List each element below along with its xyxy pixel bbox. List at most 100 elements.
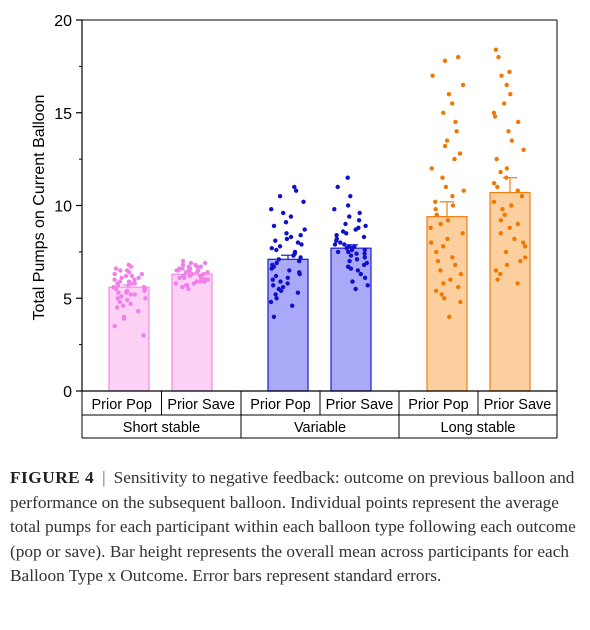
data-point	[191, 281, 197, 286]
data-point	[119, 294, 124, 299]
data-point	[269, 246, 274, 251]
data-point	[201, 271, 206, 277]
figure-label: FIGURE 4	[10, 468, 95, 487]
data-point	[177, 275, 182, 280]
data-point	[521, 147, 526, 152]
data-point	[438, 221, 443, 227]
data-point	[346, 249, 351, 255]
figure-separator: |	[102, 468, 106, 487]
data-point	[442, 58, 448, 63]
data-point	[450, 101, 455, 106]
data-point	[198, 264, 203, 269]
data-point	[112, 323, 117, 329]
data-point	[495, 184, 500, 190]
data-point	[127, 270, 132, 275]
data-point	[460, 231, 465, 236]
data-point	[142, 288, 147, 293]
data-point	[287, 268, 292, 273]
data-point	[350, 279, 355, 284]
data-point	[180, 284, 185, 290]
data-point	[288, 234, 294, 240]
data-point	[509, 203, 514, 208]
data-point	[439, 292, 444, 297]
x-group-label: Variable	[294, 420, 346, 436]
data-point	[447, 314, 452, 319]
data-point	[173, 281, 178, 286]
data-point	[298, 233, 303, 238]
data-point	[278, 279, 283, 284]
data-point	[143, 296, 148, 301]
data-point	[515, 188, 520, 193]
data-point	[344, 246, 349, 251]
data-point	[121, 303, 126, 308]
data-point	[442, 296, 447, 301]
data-point	[195, 264, 200, 269]
data-point	[498, 218, 504, 223]
x-group-label: Long stable	[441, 420, 516, 436]
data-point	[450, 255, 455, 260]
data-point	[348, 194, 353, 199]
data-point	[433, 199, 438, 204]
y-tick-label: 10	[54, 199, 72, 216]
data-point	[188, 260, 194, 266]
data-point	[345, 203, 351, 208]
figure-caption: FIGURE 4 | Sensitivity to negative feedbac…	[10, 466, 582, 589]
data-point	[453, 262, 458, 268]
data-point	[343, 221, 348, 227]
data-point	[115, 305, 120, 310]
data-point	[125, 297, 130, 303]
x-category-label: Prior Save	[167, 397, 235, 413]
data-point	[450, 203, 456, 208]
data-point	[503, 249, 509, 255]
data-point	[276, 257, 281, 262]
data-point	[507, 225, 512, 230]
data-point	[129, 273, 135, 279]
data-point	[113, 286, 119, 292]
data-point	[347, 258, 352, 264]
data-point	[117, 299, 123, 305]
data-point	[277, 194, 283, 199]
data-point	[290, 303, 295, 308]
data-point	[445, 218, 451, 223]
data-point	[334, 233, 339, 238]
data-point	[441, 244, 446, 249]
data-point	[523, 255, 528, 260]
data-point	[271, 283, 276, 288]
data-point	[180, 258, 186, 264]
data-point	[118, 268, 123, 273]
data-point	[452, 156, 457, 162]
x-category-label: Prior Pop	[250, 397, 310, 413]
bar-short-stable-prior-save	[171, 273, 213, 392]
data-point	[121, 316, 127, 321]
data-point	[504, 166, 509, 171]
data-point	[523, 244, 528, 249]
data-point	[183, 270, 189, 275]
data-point	[491, 181, 497, 186]
data-point	[182, 275, 187, 280]
data-point	[205, 270, 210, 275]
x-category-label: Prior Pop	[408, 397, 468, 413]
data-point	[348, 266, 354, 271]
data-point	[507, 69, 512, 75]
data-point	[174, 268, 179, 273]
data-point	[509, 138, 514, 143]
data-point	[441, 281, 446, 286]
x-category-label: Prior Save	[484, 397, 552, 413]
data-point	[491, 199, 497, 204]
data-point	[428, 225, 433, 230]
data-point	[429, 240, 434, 245]
data-point	[434, 249, 439, 255]
data-point	[285, 275, 290, 280]
data-point	[461, 188, 466, 193]
data-point	[274, 247, 279, 253]
data-point	[123, 273, 129, 279]
data-point	[492, 114, 498, 119]
data-point	[269, 207, 274, 212]
data-point	[496, 54, 501, 60]
data-point	[274, 296, 279, 301]
data-point	[301, 199, 306, 204]
data-point	[353, 227, 358, 232]
data-point	[365, 283, 370, 288]
data-point	[495, 277, 500, 282]
data-point	[435, 258, 441, 264]
